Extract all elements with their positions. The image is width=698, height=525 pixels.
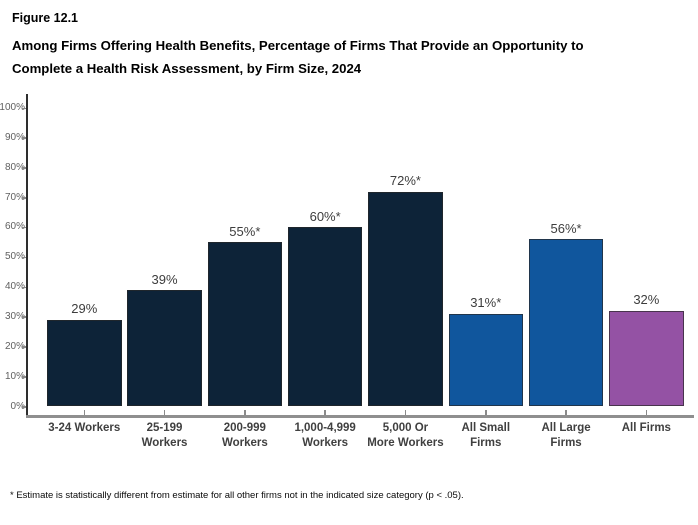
y-axis-tick-mark [22, 226, 26, 229]
y-axis-tick-label: 30% [4, 310, 25, 322]
chart-title: Among Firms Offering Health Benefits, Pe… [12, 38, 584, 76]
x-axis-category-label: 5,000 Or More Workers [367, 422, 444, 449]
bar-value-label: 72%* [389, 173, 421, 189]
y-axis-tick-mark [22, 167, 26, 169]
y-axis-tick-mark [22, 346, 26, 348]
y-axis-tick-mark [22, 406, 26, 408]
x-axis-tick-mark [324, 410, 326, 415]
footnotes: * Estimate is statistically different fr… [10, 461, 695, 525]
y-axis-tick-label: 20% [4, 340, 25, 352]
footnote-asterisk: * Estimate is statistically different fr… [10, 490, 464, 501]
y-axis-tick-label: 10% [4, 370, 25, 382]
x-axis-category-label: All Firms [621, 422, 671, 434]
y-axis-tick-mark [22, 376, 26, 378]
x-axis-tick-mark [83, 410, 85, 415]
y-axis-tick-mark [22, 137, 26, 139]
y-axis-tick-mark [22, 286, 26, 289]
y-axis-tick-label: 70% [4, 191, 25, 203]
y-axis-tick-label: 40% [4, 281, 25, 293]
x-axis-tick-mark [485, 410, 487, 415]
y-axis-tick-label: 60% [4, 221, 25, 233]
bar [287, 227, 363, 407]
x-axis-category-label: 1,000-4,999 Workers [294, 422, 356, 449]
bar [47, 319, 122, 407]
y-axis-tick-mark [22, 107, 26, 109]
x-axis-category-label: All Small Firms [461, 422, 511, 449]
bar-value-label: 56%* [550, 220, 582, 236]
y-axis-tick-label: 90% [4, 131, 25, 143]
x-axis-tick-mark [163, 410, 166, 415]
x-axis-tick-mark [244, 410, 246, 415]
x-axis-category-label: All Large Firms [541, 422, 591, 449]
x-axis-tick-mark [645, 410, 648, 415]
y-axis-tick-mark [22, 197, 26, 199]
y-axis-tick-label: 0% [10, 400, 25, 412]
bar-value-label: 39% [151, 271, 178, 287]
bar [609, 310, 684, 407]
bar-value-label: 31%* [470, 295, 502, 311]
x-axis-category-label: 25-199 Workers [141, 422, 188, 449]
y-axis-line [26, 94, 28, 418]
bar [528, 239, 604, 407]
y-axis-tick-label: 80% [4, 161, 25, 173]
bar-value-label: 55%* [229, 223, 261, 239]
x-axis-category-label: 3-24 Workers [48, 422, 121, 434]
bar-value-label: 29% [71, 301, 98, 317]
bar-value-label: 60%* [309, 208, 341, 224]
y-axis-tick-label: 100% [0, 102, 25, 113]
y-axis-tick-mark [22, 256, 26, 259]
bar-value-label: 32% [633, 292, 660, 308]
y-axis-tick-mark [22, 316, 26, 318]
bar [207, 242, 283, 407]
x-axis-tick-mark [565, 410, 567, 415]
figure-number: Figure 12.1 [12, 11, 78, 25]
x-axis-tick-mark [404, 410, 407, 415]
x-axis-line [26, 415, 694, 418]
bar [127, 290, 202, 407]
y-axis-tick-label: 50% [4, 251, 25, 263]
x-axis-category-label: 200-999 Workers [221, 422, 268, 449]
bar [368, 191, 443, 407]
bar [448, 313, 523, 407]
